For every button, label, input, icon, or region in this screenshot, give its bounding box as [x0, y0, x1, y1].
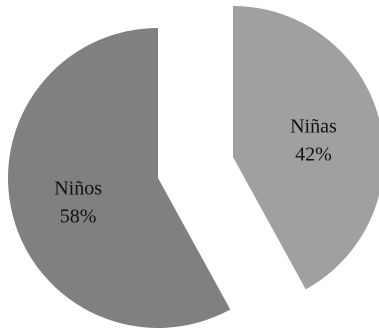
slice-value-ninos: 58%	[60, 206, 97, 228]
pie-slice-ninas	[233, 6, 379, 290]
slice-label-ninos: Niños	[54, 178, 102, 200]
pie-slice-ninos	[8, 28, 231, 328]
slice-label-ninas: Niñas	[290, 115, 337, 137]
slice-value-ninas: 42%	[295, 143, 332, 165]
pie-labels: Niñas 42% Niños 58%	[54, 115, 337, 227]
pie-slices	[8, 6, 379, 328]
